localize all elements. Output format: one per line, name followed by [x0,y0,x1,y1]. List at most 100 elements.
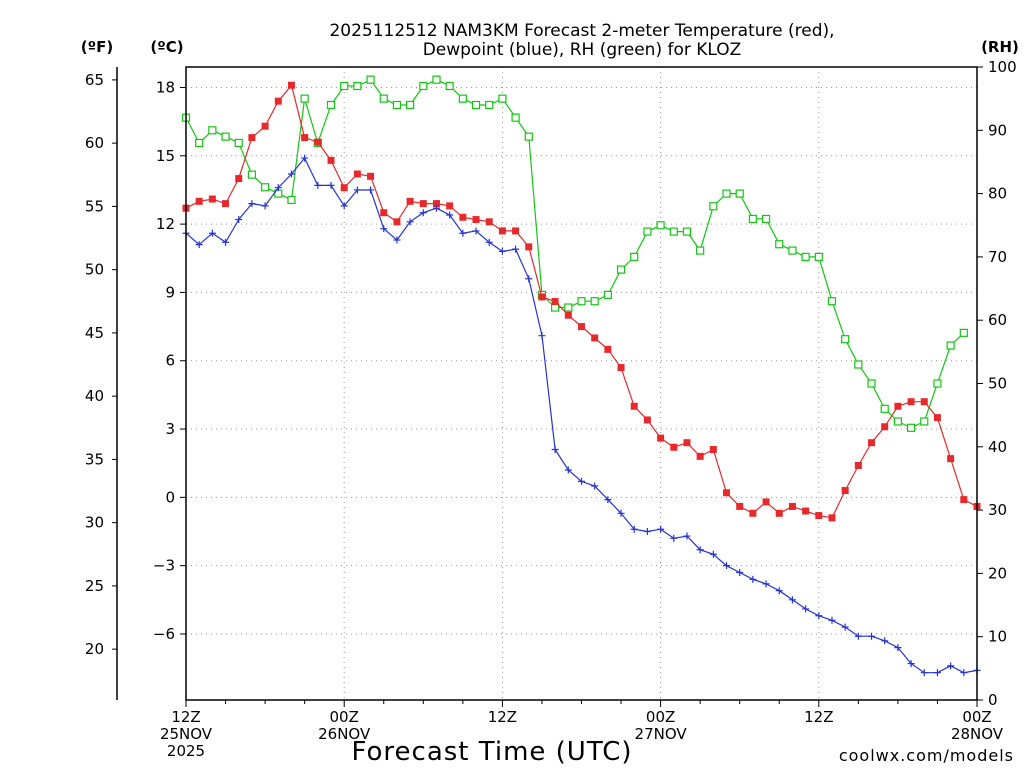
dewpoint-point [683,532,691,540]
dewpoint-point [274,184,282,192]
dewpoint-point [591,482,599,490]
temperature-point [947,455,955,463]
rh-point [867,379,876,388]
rh-point [722,189,731,198]
dewpoint-point [762,580,770,588]
dewpoint-point [841,623,849,631]
temperature-point [788,502,796,510]
temperature-point [775,509,783,517]
rh-tick-label: 30 [988,501,1007,519]
rh-point [933,379,942,388]
x-tick-label: 27NOV [635,725,688,743]
dewpoint-point [235,216,243,224]
temperature-point [723,489,731,497]
temperature-point [894,402,902,410]
temperature-point [222,200,230,208]
rh-point [353,81,362,91]
rh-point [445,81,454,91]
series-dewpoint [182,154,981,677]
dewpoint-point [564,466,572,474]
dewpoint-point [854,632,862,640]
x-tick-label: 28NOV [951,725,1004,743]
rh-tick-label: 10 [988,628,1007,646]
dewpoint-point [406,218,414,226]
x-tick-label: 12Z [488,708,517,726]
rh-point [906,423,916,432]
temperature-point [551,298,559,306]
celsius-tick-label: 18 [156,78,175,96]
dewpoint-point [696,546,704,554]
temperature-point [353,170,361,178]
rh-point [221,132,230,141]
celsius-tick-label: 3 [165,420,175,438]
dewpoint-point [472,227,480,235]
temperature-point [406,197,414,205]
dewpoint-point [248,200,256,208]
rh-tick-label: 50 [988,375,1007,393]
dewpoint-point [881,637,889,645]
dewpoint-point [512,245,520,253]
rh-tick-label: 0 [988,691,998,709]
rh-point [577,297,586,306]
temperature-point [261,122,269,130]
temperature-point [235,175,243,183]
rh-point [801,252,810,261]
celsius-tick-label: 9 [165,283,175,301]
rh-point [946,341,955,350]
temperature-point [854,461,862,469]
temperature-point [604,345,612,353]
rh-point [709,202,718,211]
fahrenheit-tick-label: 40 [85,387,104,405]
rh-point [458,94,467,103]
rh-unit-label: (RH) [981,38,1019,56]
dewpoint-point [630,525,638,533]
temperature-point [538,293,546,301]
dewpoint-point [617,509,625,517]
temperature-point [208,195,216,203]
rh-point [788,246,797,255]
temperature-point [802,507,810,515]
dewpoint-point [340,202,348,210]
rh-point [893,417,903,426]
dewpoint-point [894,644,902,652]
dewpoint-point [353,186,361,194]
dewpoint-point [604,496,612,504]
dewpoint-point [788,596,796,604]
temperature-point [591,334,599,342]
temperature-point [446,202,454,210]
rh-point [234,138,243,148]
temperature-point [907,398,915,406]
temperature-point [868,439,876,447]
dewpoint-point [709,550,717,558]
celsius-axis: −6 −3 0 3 6 9 12 15 18 [153,78,186,643]
rh-tick-label: 90 [988,121,1007,139]
dewpoint-point [828,616,836,624]
rh-point [880,404,889,413]
x-tick-label: 12Z [804,708,833,726]
temperature-point [841,487,849,495]
dewpoint-point [578,477,585,485]
dewpoint-point [815,612,823,620]
rh-point [616,265,626,274]
rh-point [432,75,441,84]
fahrenheit-tick-label: 35 [85,450,104,468]
dewpoint-point [736,568,744,576]
temperature-point [485,218,493,226]
rh-point [748,214,757,224]
dewpoint-point [314,181,322,189]
dewpoint-point [723,562,731,570]
temperature-point [670,443,678,451]
temperature-point [419,200,427,208]
rh-point [366,75,375,84]
rh-point [827,297,837,306]
dewpoint-point [393,236,401,244]
temperature-point [960,496,968,504]
fahrenheit-tick-label: 50 [85,261,104,279]
rh-point [524,132,533,141]
rh-point [854,360,863,369]
fahrenheit-tick-label: 55 [85,197,104,215]
rh-point [300,94,309,103]
rh-point [656,221,665,230]
temperature-point [525,243,533,251]
rh-tick-label: 40 [988,438,1007,456]
